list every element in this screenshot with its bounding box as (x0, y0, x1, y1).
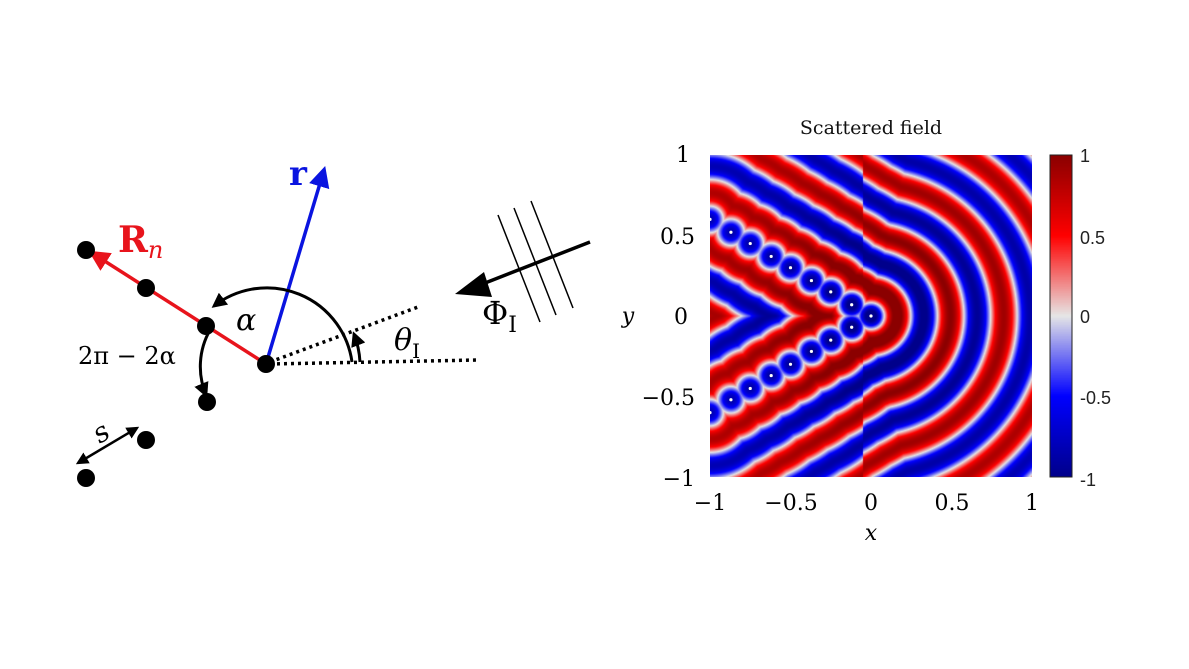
x-tick: 0.5 (935, 491, 970, 516)
colorbar: 1 0.5 0 -0.5 -1 (1049, 146, 1111, 490)
node (77, 469, 95, 487)
node (197, 317, 215, 335)
phi-label: ΦI (482, 294, 517, 338)
node (198, 393, 216, 411)
x-tick: 1 (1025, 491, 1039, 516)
y-tick: 0 (674, 305, 688, 330)
alpha-label: α (236, 303, 256, 338)
r-arrow (264, 165, 330, 365)
two-pi-arc (194, 329, 212, 398)
x-tick-labels: −1 −0.5 0 0.5 1 (694, 491, 1039, 516)
y-tick: −1 (663, 467, 695, 492)
incident-arrow-head (455, 272, 492, 297)
scatterer-point (809, 278, 814, 283)
r-label: r (289, 154, 308, 194)
s-label: s (86, 414, 116, 450)
scatterer-point (710, 411, 712, 415)
geometry-diagram: Rn r α 2π − 2α s θI ΦI (75, 154, 591, 487)
scatterer-point (710, 217, 712, 221)
node (137, 431, 155, 449)
theta-arc (351, 331, 366, 363)
scatterer-point (729, 230, 733, 234)
scatterer-point (748, 241, 752, 246)
R-n-label: Rn (118, 219, 163, 264)
scatterer-point (788, 266, 793, 270)
scatterer-points (710, 217, 873, 415)
alpha-arc (211, 286, 354, 363)
colorbar-tick: -0.5 (1080, 388, 1111, 408)
scatterer-point (850, 325, 854, 329)
y-tick: 1 (676, 143, 690, 168)
scatterer-point (869, 314, 873, 318)
y-tick-labels: 1 0.5 0 −0.5 −1 (642, 143, 695, 492)
colorbar-tick: -1 (1080, 470, 1096, 490)
colorbar-tick: 0.5 (1080, 228, 1105, 248)
y-tick: −0.5 (642, 386, 695, 411)
scatterer-point (829, 290, 833, 294)
scatterer-point (729, 398, 733, 402)
y-axis-label: y (621, 304, 635, 329)
node (137, 279, 155, 297)
s-spacing-arrow (75, 426, 140, 465)
scatterer-point (829, 338, 833, 342)
node-center (257, 355, 275, 373)
scatterer-point (769, 254, 773, 259)
x-tick: −0.5 (764, 491, 817, 516)
two-pi-label: 2π − 2α (78, 342, 176, 370)
y-tick: 0.5 (660, 225, 695, 250)
colorbar-tick: 0 (1080, 307, 1090, 327)
x-axis-label: x (865, 521, 878, 546)
incident-arrow (479, 240, 591, 287)
x-tick: 0 (864, 491, 878, 516)
reference-line (269, 358, 479, 366)
theta-label: θI (394, 323, 420, 363)
scattered-field-chart: Scattered field 1 0.5 0 −0.5 −1 y −1 −0.… (621, 117, 1111, 546)
node (77, 241, 95, 259)
scatterer-point (769, 373, 773, 378)
scatterer-point (788, 362, 793, 366)
R-n-arrow (88, 250, 267, 366)
heatmap-plot-area (710, 155, 1032, 477)
colorbar-tick: 1 (1080, 146, 1090, 166)
colorbar-canvas (1050, 155, 1072, 477)
colorbar-tick-labels: 1 0.5 0 -0.5 -1 (1080, 146, 1111, 490)
scatterer-point (748, 386, 752, 391)
x-tick: −1 (694, 491, 726, 516)
chart-title: Scattered field (800, 117, 942, 139)
scatterer-point (850, 303, 854, 307)
scatterer-point (809, 349, 814, 354)
